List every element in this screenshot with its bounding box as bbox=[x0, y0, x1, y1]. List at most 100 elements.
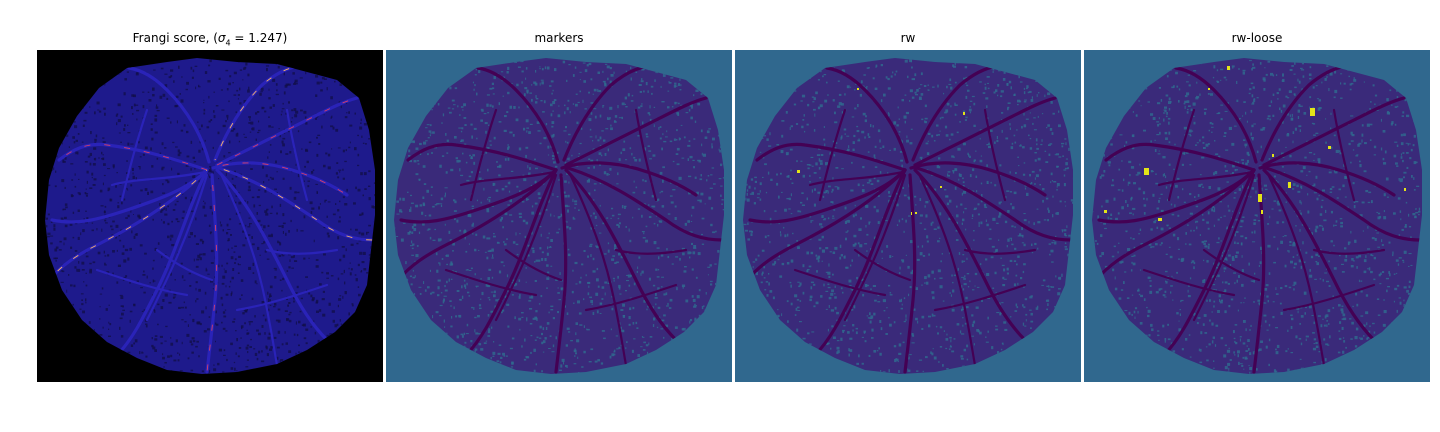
vessel bbox=[1167, 108, 1196, 202]
segment-spot bbox=[797, 170, 800, 173]
vessel bbox=[110, 170, 207, 187]
vessel bbox=[1162, 168, 1256, 357]
segment-spot bbox=[1404, 188, 1406, 191]
vessel bbox=[406, 142, 558, 172]
vessel bbox=[265, 248, 339, 255]
vessel bbox=[564, 168, 678, 342]
vessel bbox=[614, 248, 688, 255]
vessel bbox=[1094, 168, 1256, 282]
segment-spot bbox=[1272, 154, 1274, 157]
segment-spot bbox=[963, 112, 965, 115]
segment-spot bbox=[915, 212, 917, 214]
vessel bbox=[913, 96, 1057, 167]
vessel bbox=[1260, 64, 1348, 162]
segment-spot bbox=[1227, 66, 1230, 70]
rw-loose-panel-title: rw-loose bbox=[1231, 31, 1283, 45]
vessel bbox=[818, 108, 847, 202]
vessel bbox=[1192, 173, 1256, 322]
vessel bbox=[909, 161, 1047, 197]
vessel bbox=[793, 268, 887, 297]
vessel bbox=[1202, 248, 1261, 282]
tissue-region bbox=[45, 58, 375, 374]
vessel bbox=[554, 173, 568, 374]
vessel bbox=[444, 268, 538, 297]
frangi-panel-title: Frangi score, (σ4 = 1.247) bbox=[37, 31, 383, 47]
segment-spot bbox=[1328, 146, 1331, 149]
vessel bbox=[1174, 66, 1258, 164]
markers-image bbox=[386, 50, 732, 382]
vessel bbox=[50, 168, 209, 224]
vessel-network bbox=[396, 64, 724, 374]
vessel bbox=[843, 173, 907, 322]
vessel bbox=[564, 96, 708, 167]
vessel bbox=[745, 168, 907, 282]
segment-spot bbox=[1144, 168, 1149, 175]
vessel bbox=[494, 173, 558, 322]
vessel bbox=[1262, 168, 1376, 342]
vessel-highlight bbox=[58, 143, 208, 171]
vessel bbox=[145, 173, 209, 322]
segment-spot bbox=[1288, 182, 1291, 188]
segment-spot bbox=[1258, 194, 1262, 202]
yellow-spots bbox=[1104, 66, 1406, 221]
rw-loose-panel: rw-loose bbox=[1084, 0, 1430, 432]
markers-panel: markers bbox=[386, 0, 732, 432]
rw-segmentation bbox=[735, 50, 1081, 382]
vessel-highlight bbox=[214, 65, 300, 161]
frangi-heatmap bbox=[37, 50, 383, 382]
vessel bbox=[1264, 166, 1422, 242]
rw-loose-image bbox=[1084, 50, 1430, 382]
vessel bbox=[560, 161, 698, 197]
frangi-image bbox=[37, 50, 383, 382]
vessel bbox=[95, 268, 189, 297]
vessel bbox=[120, 108, 149, 202]
markers-panel-title: markers bbox=[534, 31, 584, 45]
vessel bbox=[913, 168, 1027, 342]
vessel bbox=[568, 172, 628, 367]
vessel bbox=[396, 168, 558, 282]
vessel bbox=[584, 283, 678, 312]
segment-spot bbox=[1310, 108, 1315, 116]
markers-segmentation bbox=[386, 50, 732, 382]
frangi-title-prefix: Frangi score, ( bbox=[132, 31, 218, 45]
vessel bbox=[47, 168, 209, 282]
vessel bbox=[1282, 283, 1376, 312]
vessel bbox=[1104, 142, 1256, 172]
vessel bbox=[476, 66, 560, 164]
vessel bbox=[504, 248, 563, 282]
rw-loose-segmentation bbox=[1084, 50, 1430, 382]
vessel bbox=[459, 170, 556, 187]
segment-spot bbox=[1261, 210, 1263, 214]
vessel bbox=[915, 166, 1073, 242]
vessel bbox=[1312, 248, 1386, 255]
frangi-title-sigma: σ bbox=[217, 31, 226, 45]
vessel bbox=[1332, 108, 1356, 202]
vessel bbox=[825, 66, 909, 164]
vessel bbox=[917, 172, 977, 367]
vessel bbox=[115, 168, 209, 357]
vessel bbox=[566, 166, 724, 242]
vessel bbox=[464, 168, 558, 357]
vessel bbox=[562, 64, 650, 162]
tissue-texture bbox=[743, 58, 1073, 374]
vessel bbox=[1097, 168, 1256, 224]
vessel bbox=[1266, 172, 1326, 367]
segment-spot bbox=[911, 212, 912, 215]
vessel bbox=[235, 283, 329, 312]
segment-spot bbox=[1208, 88, 1210, 90]
vessel-highlight bbox=[206, 174, 218, 373]
segment-spot bbox=[940, 186, 942, 188]
vessel bbox=[285, 108, 309, 202]
vessel-highlights bbox=[48, 65, 374, 373]
vessel bbox=[808, 170, 905, 187]
rw-image bbox=[735, 50, 1081, 382]
vessel bbox=[853, 248, 912, 282]
tissue-region bbox=[743, 58, 1073, 374]
vessel bbox=[1262, 96, 1406, 167]
segment-spot bbox=[1158, 218, 1162, 221]
vessel-highlight bbox=[216, 97, 358, 166]
vessel bbox=[983, 108, 1007, 202]
segment-spot bbox=[1104, 210, 1107, 213]
vessel bbox=[219, 172, 279, 367]
vessel bbox=[963, 248, 1037, 255]
